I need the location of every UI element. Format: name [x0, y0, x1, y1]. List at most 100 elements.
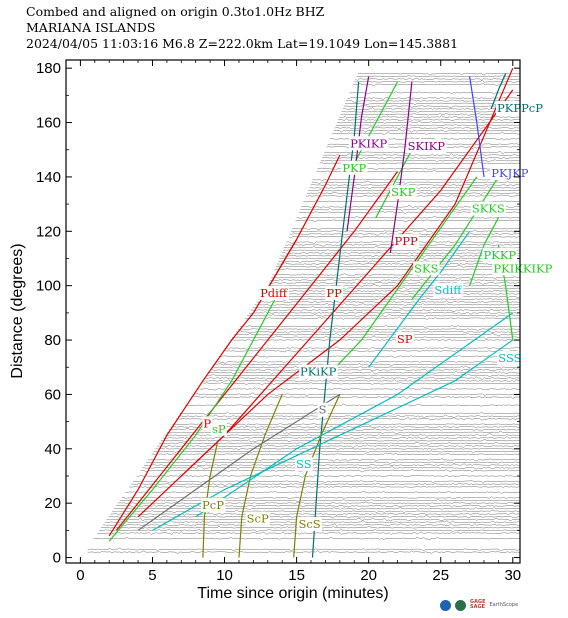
- phase-curve-ss: [152, 339, 514, 531]
- phase-curve-sks: [324, 176, 478, 379]
- seismic-trace: [344, 102, 520, 106]
- phase-curve-sp: [108, 285, 283, 542]
- phase-label-bg: [395, 332, 414, 347]
- phase-label: PP: [326, 286, 342, 300]
- seismic-trace: [357, 72, 520, 76]
- x-tick-label: 30: [504, 567, 521, 584]
- seismic-trace: [112, 509, 520, 514]
- x-tick-label: 25: [432, 567, 449, 584]
- phase-label: PcP: [202, 498, 224, 512]
- seismic-trace: [157, 444, 520, 449]
- phase-label-bg: [390, 185, 417, 200]
- phase-label: PKP: [342, 161, 366, 175]
- seismic-trace: [267, 284, 520, 288]
- seismic-trace: [279, 257, 520, 261]
- seismic-trace: [333, 129, 520, 133]
- x-tick-label: 15: [288, 567, 305, 584]
- y-tick-label: 40: [44, 441, 61, 458]
- phase-label-bg: [210, 421, 227, 436]
- seismic-trace: [275, 264, 520, 269]
- seismic-trace: [282, 248, 520, 252]
- phase-curve-pkppcp: [490, 73, 507, 110]
- phase-label: PKIKP: [350, 136, 387, 150]
- seismic-trace: [147, 457, 520, 462]
- seismic-trace: [145, 460, 520, 464]
- seismic-trace: [177, 414, 520, 419]
- phase-label: SSS: [498, 351, 521, 365]
- gage-text: GAGE: [470, 599, 486, 605]
- phase-label-bg: [433, 283, 464, 298]
- phase-label: SKP: [391, 185, 415, 199]
- seismic-trace: [349, 91, 520, 95]
- seismic-trace: [260, 295, 520, 299]
- phase-label-bg: [406, 139, 447, 154]
- seismic-trace: [205, 373, 520, 377]
- seismic-trace: [262, 292, 520, 296]
- seismic-trace: [97, 531, 520, 536]
- seismic-trace: [87, 547, 520, 552]
- seismic-trace: [339, 115, 520, 119]
- seismic-trace: [140, 468, 520, 473]
- phase-label: ScP: [247, 511, 269, 525]
- phase-label-bg: [299, 364, 338, 379]
- seismic-trace: [310, 183, 520, 186]
- y-tick-label: 20: [44, 495, 61, 512]
- phase-label: SKIKP: [408, 139, 446, 153]
- institution-logos: GAGE SAGE EarthScope: [440, 598, 518, 612]
- seismic-trace: [237, 327, 520, 331]
- nsf-logo-icon: [440, 599, 451, 611]
- seismic-trace: [93, 536, 520, 541]
- seismic-trace: [204, 376, 520, 380]
- x-tick-label: 5: [148, 567, 156, 584]
- y-tick-label: 80: [44, 332, 61, 349]
- axes: 0 5 10 15 20 25 30 0 20 40 60 80 100 120 140 160 180: [36, 60, 521, 584]
- y-tick-label: 180: [36, 60, 61, 77]
- seismic-trace: [192, 392, 520, 397]
- seismic-trace: [355, 77, 520, 81]
- seismic-trace: [289, 232, 520, 236]
- seismic-trace: [340, 112, 520, 117]
- seismic-trace: [129, 485, 520, 489]
- phase-label: Sdiff: [434, 283, 462, 297]
- seismic-trace: [115, 504, 520, 508]
- seismic-trace: [268, 281, 520, 285]
- seismic-trace: [213, 362, 520, 366]
- seismic-trace: [274, 267, 520, 272]
- seismic-trace: [234, 332, 520, 337]
- seismic-trace: [295, 219, 520, 223]
- seismic-trace: [230, 338, 520, 341]
- seismic-trace: [200, 381, 520, 386]
- seismic-trace: [245, 316, 520, 321]
- phase-curve-p: [108, 154, 341, 537]
- seismic-trace: [87, 550, 520, 554]
- phase-curve-sss: [195, 312, 514, 518]
- seismic-trace: [354, 80, 520, 84]
- seismic-trace: [239, 324, 520, 328]
- header-line-3: 2024/04/05 11:03:16 M6.8 Z=222.0km Lat=1…: [26, 36, 459, 51]
- phase-label-bg: [201, 497, 226, 512]
- header-line-1: Combed and aligned on origin 0.3to1.0Hz …: [26, 4, 325, 19]
- seismic-trace: [151, 452, 520, 456]
- phase-label-bg: [413, 261, 440, 276]
- seismic-trace: [207, 370, 520, 375]
- seismic-trace: [196, 387, 520, 391]
- phase-label: SS: [296, 457, 312, 471]
- seismic-trace: [170, 425, 520, 429]
- phase-label-bg: [492, 261, 554, 276]
- seismic-trace: [346, 98, 520, 103]
- seismic-trace: [185, 403, 520, 407]
- y-tick-label: 120: [36, 223, 61, 240]
- seismic-trace: [232, 335, 520, 340]
- phase-curve-skks: [411, 176, 499, 300]
- phase-curve-pkjkp: [469, 76, 485, 177]
- seismic-trace: [222, 349, 520, 353]
- seismic-trace: [276, 262, 520, 266]
- phase-label-bg: [497, 351, 523, 366]
- phase-curve-scp: [238, 394, 283, 558]
- y-tick-label: 160: [36, 115, 61, 132]
- seismic-trace: [119, 498, 520, 503]
- phase-label-bg: [202, 416, 213, 431]
- phase-label-bg: [297, 516, 322, 531]
- y-tick-label: 140: [36, 169, 61, 186]
- x-axis-label: Time since origin (minutes): [197, 585, 388, 602]
